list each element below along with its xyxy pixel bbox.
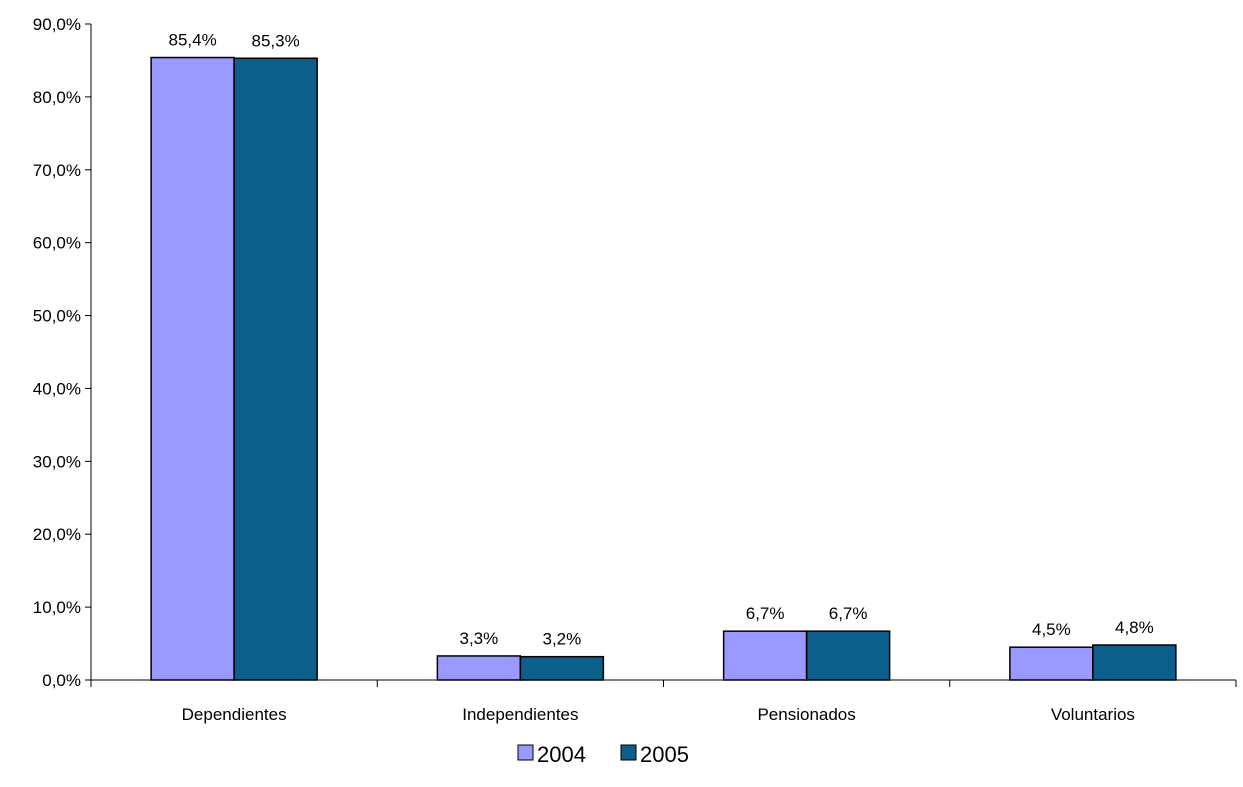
legend-swatch-2005 <box>620 744 637 761</box>
data-label: 6,7% <box>829 604 868 623</box>
y-tick-label: 60,0% <box>33 234 81 253</box>
data-label: 6,7% <box>746 604 785 623</box>
x-category-label: Voluntarios <box>1051 705 1135 724</box>
x-category-label: Dependientes <box>182 705 287 724</box>
data-label: 4,8% <box>1115 618 1154 637</box>
legend-label: 2004 <box>537 742 586 767</box>
bar-2005 <box>1092 644 1177 681</box>
x-category-label: Pensionados <box>757 705 855 724</box>
bar-2004 <box>436 655 522 681</box>
y-tick-label: 80,0% <box>33 88 81 107</box>
bar-2005 <box>805 630 891 681</box>
data-labels: 85,4% 85,3% 3,3% 3,2% 6,7% 6,7% 4,5% 4,8% <box>169 31 1154 649</box>
x-axis: Dependientes Independientes Pensionados Vol… <box>90 679 1237 724</box>
bar-2004 <box>150 56 235 681</box>
y-tick-label: 10,0% <box>33 598 81 617</box>
y-tick-label: 50,0% <box>33 307 81 326</box>
data-label: 4,5% <box>1032 620 1071 639</box>
data-label: 3,3% <box>460 629 499 648</box>
bar-2004 <box>722 630 808 681</box>
bar-2004 <box>1009 646 1094 681</box>
bars <box>150 56 1177 681</box>
legend-label: 2005 <box>640 742 689 767</box>
data-label: 85,3% <box>252 31 300 50</box>
y-tick-label: 30,0% <box>33 452 81 471</box>
bar-2005 <box>519 655 605 681</box>
y-tick-label: 20,0% <box>33 525 81 544</box>
data-label: 85,4% <box>169 31 217 50</box>
data-label: 3,2% <box>543 630 582 649</box>
y-tick-label: 90,0% <box>33 15 81 34</box>
y-axis: 0,0% 10,0% 20,0% 30,0% 40,0% 50,0% 60,0% 70,0% 8… <box>33 15 92 690</box>
x-category-label: Independientes <box>462 705 578 724</box>
y-tick-label: 0,0% <box>42 671 81 690</box>
y-tick-label: 70,0% <box>33 161 81 180</box>
legend-swatch-2004 <box>517 744 534 761</box>
legend: 2004 2005 <box>517 742 689 767</box>
y-tick-label: 40,0% <box>33 379 81 398</box>
bar-2005 <box>233 57 318 681</box>
